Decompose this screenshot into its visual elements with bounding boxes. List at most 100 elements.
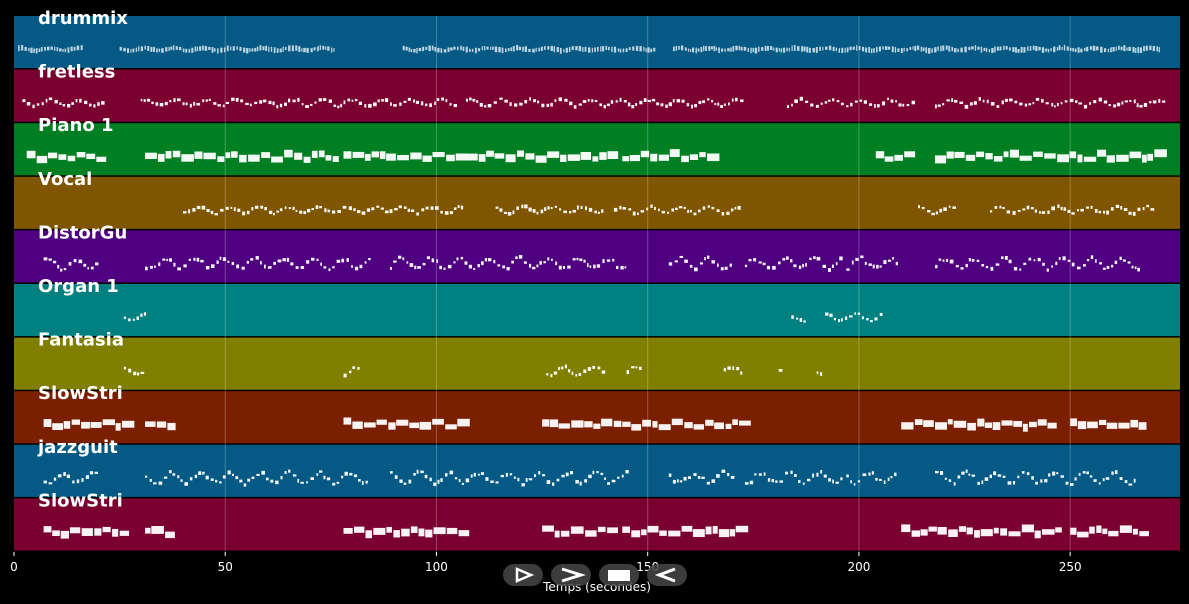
note (754, 47, 758, 54)
note (593, 264, 596, 269)
note (565, 47, 568, 53)
note (653, 47, 656, 52)
note (407, 97, 411, 101)
note (327, 46, 330, 51)
note (835, 47, 837, 52)
note (542, 474, 546, 477)
note (132, 318, 135, 321)
note (946, 99, 950, 102)
note (1132, 47, 1135, 53)
note (540, 209, 544, 214)
note (661, 210, 666, 214)
note (1116, 102, 1121, 107)
note (306, 260, 310, 264)
note (465, 46, 468, 53)
note (1128, 211, 1132, 215)
note (89, 471, 94, 475)
note (1086, 46, 1089, 52)
note (601, 209, 604, 213)
note (376, 205, 380, 208)
note (717, 102, 720, 106)
note (516, 45, 519, 51)
note (879, 265, 882, 268)
note (1042, 529, 1055, 535)
rewind-button[interactable] (647, 564, 687, 586)
note (145, 527, 151, 534)
note (547, 151, 560, 158)
note (178, 46, 182, 51)
note (1051, 102, 1054, 107)
note (35, 48, 38, 54)
note (146, 98, 151, 102)
note (812, 473, 815, 478)
forward-button[interactable] (551, 564, 591, 586)
note (864, 261, 867, 265)
note (250, 258, 254, 261)
note (624, 266, 627, 269)
note (437, 47, 440, 53)
note (453, 261, 456, 264)
note (944, 477, 947, 480)
note (791, 103, 793, 107)
note (844, 316, 848, 320)
note (410, 152, 422, 160)
note (1040, 479, 1043, 483)
stop-button[interactable] (599, 564, 639, 586)
note (164, 101, 168, 106)
note (158, 481, 163, 485)
note (707, 205, 711, 208)
note (484, 105, 487, 108)
note (231, 151, 238, 158)
note (780, 48, 782, 53)
note (1110, 207, 1114, 211)
note (453, 46, 456, 50)
note (1143, 103, 1148, 107)
note (639, 366, 642, 370)
note (59, 48, 62, 52)
note (606, 103, 610, 107)
note (856, 45, 858, 51)
note (782, 257, 786, 261)
note (851, 260, 854, 265)
note (327, 209, 330, 213)
note (999, 205, 1002, 209)
note (490, 480, 494, 483)
note (270, 46, 273, 52)
note (942, 45, 945, 51)
note (292, 99, 296, 103)
note (462, 46, 465, 51)
note (884, 46, 888, 50)
note (320, 262, 322, 266)
note (1009, 149, 1019, 158)
note (169, 470, 172, 474)
note (1013, 421, 1023, 427)
note (236, 46, 238, 50)
note (371, 151, 380, 158)
note (578, 46, 582, 52)
note (446, 527, 458, 535)
note (820, 470, 823, 474)
play-button[interactable] (503, 564, 543, 586)
note (282, 258, 286, 262)
note (344, 471, 348, 476)
note (310, 48, 313, 53)
note (740, 99, 744, 103)
note (1026, 472, 1030, 476)
note (254, 205, 259, 209)
note (415, 100, 419, 104)
note (458, 530, 470, 537)
track-label-8: SlowStri (38, 383, 123, 404)
note (340, 103, 343, 108)
note (273, 47, 276, 54)
note (1033, 151, 1043, 157)
note (547, 206, 550, 210)
note (786, 47, 788, 52)
note (585, 530, 597, 537)
note (396, 419, 409, 426)
note (622, 526, 630, 533)
note (521, 483, 525, 487)
note (211, 47, 214, 53)
note (188, 48, 191, 53)
note (647, 525, 659, 533)
note (969, 102, 973, 106)
